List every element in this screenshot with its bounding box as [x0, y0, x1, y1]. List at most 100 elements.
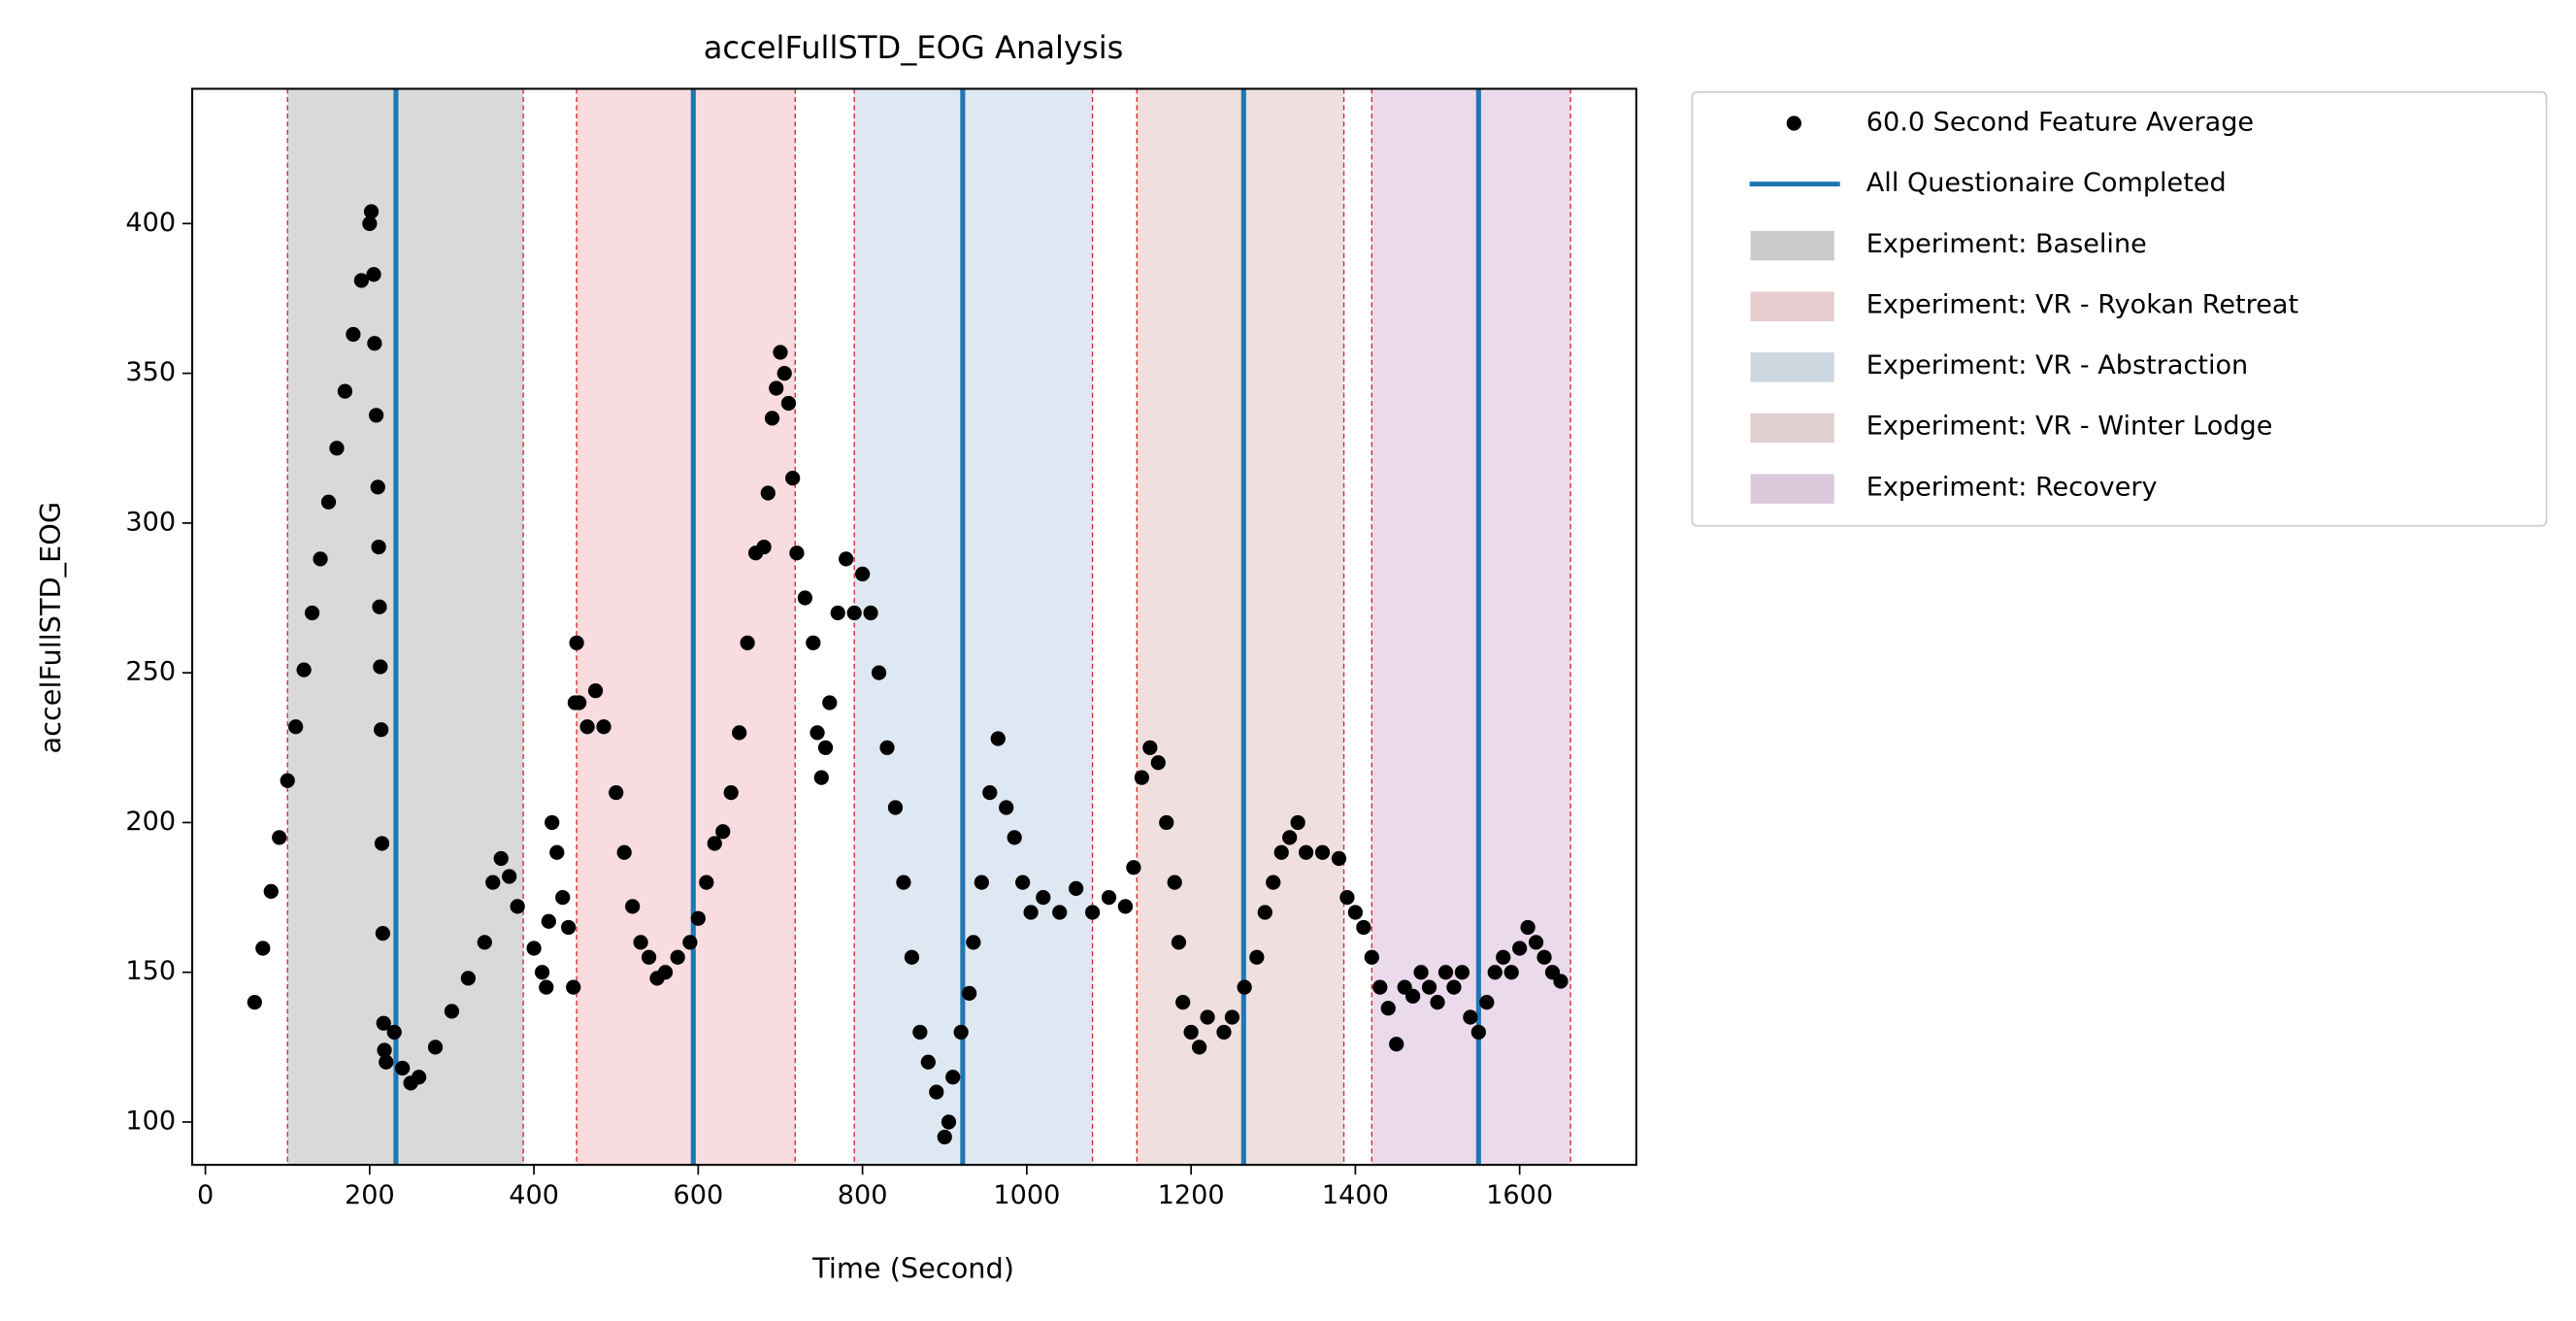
x-axis-label: Time (Second)	[811, 1251, 1014, 1284]
data-point	[732, 725, 747, 741]
data-point	[375, 925, 390, 941]
x-tick-label: 1600	[1486, 1180, 1553, 1210]
data-point	[1167, 875, 1182, 890]
data-point	[263, 883, 279, 900]
data-point	[579, 719, 595, 735]
data-point	[288, 719, 304, 735]
data-point	[1249, 949, 1265, 965]
data-point	[337, 383, 353, 399]
legend-label: 60.0 Second Feature Average	[1866, 108, 2254, 138]
data-point	[974, 875, 989, 890]
legend-swatch	[1750, 474, 1834, 504]
data-point	[760, 485, 776, 501]
data-point	[379, 1054, 394, 1070]
data-point	[587, 683, 604, 699]
data-point	[633, 935, 648, 950]
data-point	[1200, 1009, 1215, 1025]
data-point	[1463, 1009, 1478, 1025]
data-point	[1171, 935, 1187, 950]
data-point	[549, 844, 565, 860]
data-point	[1512, 941, 1528, 956]
data-point	[1282, 830, 1298, 845]
data-point	[460, 971, 477, 986]
data-point	[809, 725, 825, 741]
data-point	[411, 1070, 427, 1085]
data-point	[346, 326, 361, 343]
data-point	[569, 635, 584, 650]
y-tick-label: 200	[125, 807, 176, 837]
legend-swatch	[1750, 352, 1834, 382]
data-point	[1036, 889, 1051, 906]
data-point	[1159, 814, 1174, 831]
data-point	[616, 844, 632, 860]
legend-label: Experiment: Baseline	[1866, 229, 2147, 259]
data-point	[1216, 1024, 1232, 1040]
data-point	[1126, 860, 1141, 875]
data-point	[1299, 844, 1314, 860]
data-point	[1007, 830, 1022, 845]
x-tick-label: 1400	[1322, 1180, 1389, 1210]
data-point	[776, 365, 792, 381]
data-point	[1405, 988, 1421, 1005]
data-point	[609, 784, 624, 801]
data-point	[502, 869, 517, 884]
data-point	[990, 731, 1006, 746]
data-point	[485, 875, 501, 890]
data-point	[1347, 905, 1364, 920]
data-point	[376, 1015, 391, 1031]
x-tick-label: 1000	[993, 1180, 1060, 1210]
data-point	[1496, 949, 1511, 965]
data-point	[953, 1024, 969, 1040]
legend-swatch	[1750, 413, 1834, 444]
data-point	[641, 949, 657, 965]
data-point	[1356, 919, 1371, 936]
data-point	[561, 919, 577, 936]
data-point	[1052, 905, 1068, 920]
span	[287, 88, 524, 1166]
y-tick-label: 250	[125, 657, 176, 687]
legend	[1691, 91, 2548, 527]
data-point	[247, 994, 262, 1010]
data-point	[329, 441, 345, 456]
data-point	[863, 605, 878, 621]
legend-label: Experiment: VR - Winter Lodge	[1866, 412, 2273, 442]
data-point	[740, 635, 755, 650]
data-point	[945, 1070, 961, 1085]
data-point	[373, 659, 388, 675]
y-tick-label: 150	[125, 956, 176, 986]
x-tick-label: 200	[345, 1180, 395, 1210]
data-point	[769, 380, 784, 396]
data-point	[1266, 875, 1281, 890]
data-point	[690, 910, 706, 926]
data-point	[1150, 755, 1166, 771]
data-point	[371, 539, 386, 555]
legend-marker	[1786, 116, 1801, 131]
data-point	[539, 979, 554, 995]
data-point	[313, 551, 328, 567]
data-point	[941, 1114, 957, 1130]
data-point	[1273, 844, 1289, 860]
data-point	[366, 267, 381, 282]
axes-frame	[191, 87, 1637, 1167]
data-point	[493, 850, 509, 867]
legend-swatch	[1750, 230, 1834, 261]
chart-title: accelFullSTD_EOG Analysis	[704, 29, 1124, 66]
data-point	[966, 935, 981, 950]
data-point	[545, 814, 560, 831]
data-point	[362, 215, 378, 231]
data-point	[1446, 979, 1462, 995]
data-point	[372, 599, 387, 614]
y-tick-label: 400	[125, 208, 176, 238]
plot-area	[247, 88, 1571, 1166]
legend-label: All Questionaire Completed	[1866, 168, 2227, 198]
data-point	[904, 949, 920, 965]
data-point	[534, 965, 550, 980]
data-point	[1437, 965, 1454, 980]
data-point	[296, 662, 312, 677]
x-tick-label: 400	[509, 1180, 559, 1210]
data-point	[596, 719, 611, 735]
data-point	[1015, 875, 1031, 890]
data-point	[1117, 899, 1134, 914]
data-point	[682, 935, 698, 950]
